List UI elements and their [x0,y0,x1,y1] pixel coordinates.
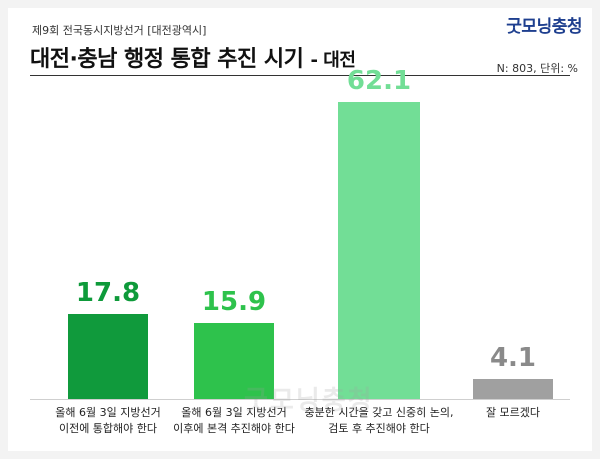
chart-subtitle: 제9회 전국동시지방선거 [대전광역시] [32,24,207,37]
category-label-line: 올해 6월 3일 지방선거 [181,406,287,419]
value-label-1: 17.8 [75,277,141,308]
category-label-line: 이전에 통합해야 한다 [58,422,158,435]
bar-1 [68,313,148,399]
chart-baseline [30,399,570,400]
category-label-line: 올해 6월 3일 지방선거 [55,406,161,419]
bar-4 [473,379,553,399]
category-label-line: 검토 후 추진해야 한다 [328,422,430,435]
brand-logo: 굿모닝충청 [506,17,582,37]
chart-title-main: 대전·충남 행정 통합 추진 시기 [30,47,304,72]
category-label-line: 잘 모르겠다 [485,406,541,419]
chart-title: 대전·충남 행정 통합 추진 시기 - 대전 [30,41,356,73]
chart-title-region: - 대전 [310,50,356,71]
value-label-4: 4.1 [489,343,537,374]
value-label-3: 62.1 [346,65,412,96]
title-divider [30,75,570,76]
sample-meta: N: 803, 단위: % [496,62,578,75]
bar-3 [338,101,420,399]
bar-2 [194,322,274,399]
value-label-2: 15.9 [201,286,267,317]
category-label-3: 충분한 시간을 갖고 신중히 논의, 검토 후 추진해야 한다 [304,405,454,437]
category-label-line: 이후에 본격 추진해야 한다 [173,422,295,435]
category-label-line: 충분한 시간을 갖고 신중히 논의, [304,406,454,419]
category-label-4: 잘 모르겠다 [438,405,588,421]
chart-card: 제9회 전국동시지방선거 [대전광역시] 대전·충남 행정 통합 추진 시기 -… [8,8,592,451]
